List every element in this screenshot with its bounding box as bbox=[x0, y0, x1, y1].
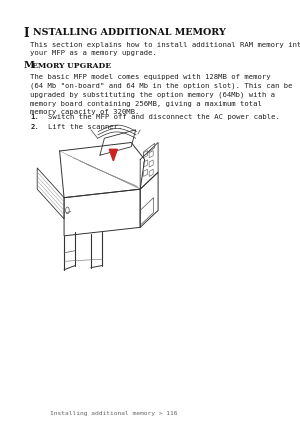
Text: The basic MFP model comes equipped with 128MB of memory
(64 Mb "on-board" and 64: The basic MFP model comes equipped with … bbox=[31, 74, 293, 115]
Text: I: I bbox=[24, 27, 29, 40]
Text: Installing additional memory > 116: Installing additional memory > 116 bbox=[50, 410, 177, 415]
Text: Lift the scanner.: Lift the scanner. bbox=[48, 124, 123, 130]
Text: Switch the MFP off and disconnect the AC power cable.: Switch the MFP off and disconnect the AC… bbox=[48, 114, 280, 120]
Text: NSTALLING ADDITIONAL MEMORY: NSTALLING ADDITIONAL MEMORY bbox=[33, 28, 226, 37]
Text: EMORY UPGRADE: EMORY UPGRADE bbox=[32, 61, 111, 69]
Text: 1.: 1. bbox=[31, 114, 39, 120]
Text: 2.: 2. bbox=[31, 124, 39, 130]
Text: M: M bbox=[24, 60, 35, 69]
Polygon shape bbox=[109, 150, 117, 161]
Text: This section explains how to install additional RAM memory into
your MFP as a me: This section explains how to install add… bbox=[31, 42, 300, 56]
